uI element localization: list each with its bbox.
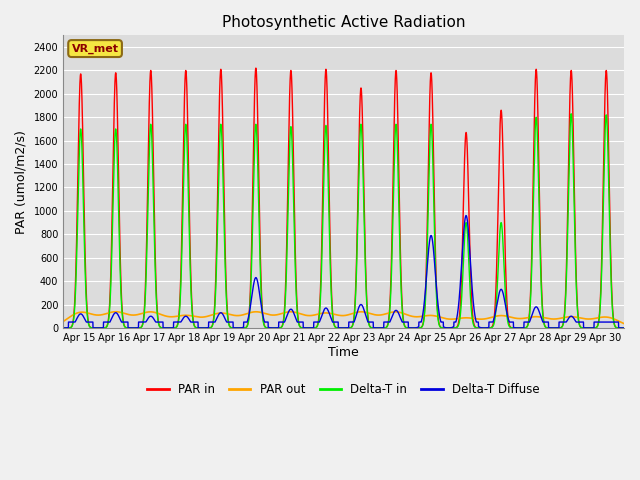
X-axis label: Time: Time xyxy=(328,346,359,359)
Title: Photosynthetic Active Radiation: Photosynthetic Active Radiation xyxy=(221,15,465,30)
Legend: PAR in, PAR out, Delta-T in, Delta-T Diffuse: PAR in, PAR out, Delta-T in, Delta-T Dif… xyxy=(143,379,544,401)
Text: VR_met: VR_met xyxy=(72,43,118,54)
Y-axis label: PAR (umol/m2/s): PAR (umol/m2/s) xyxy=(15,130,28,234)
